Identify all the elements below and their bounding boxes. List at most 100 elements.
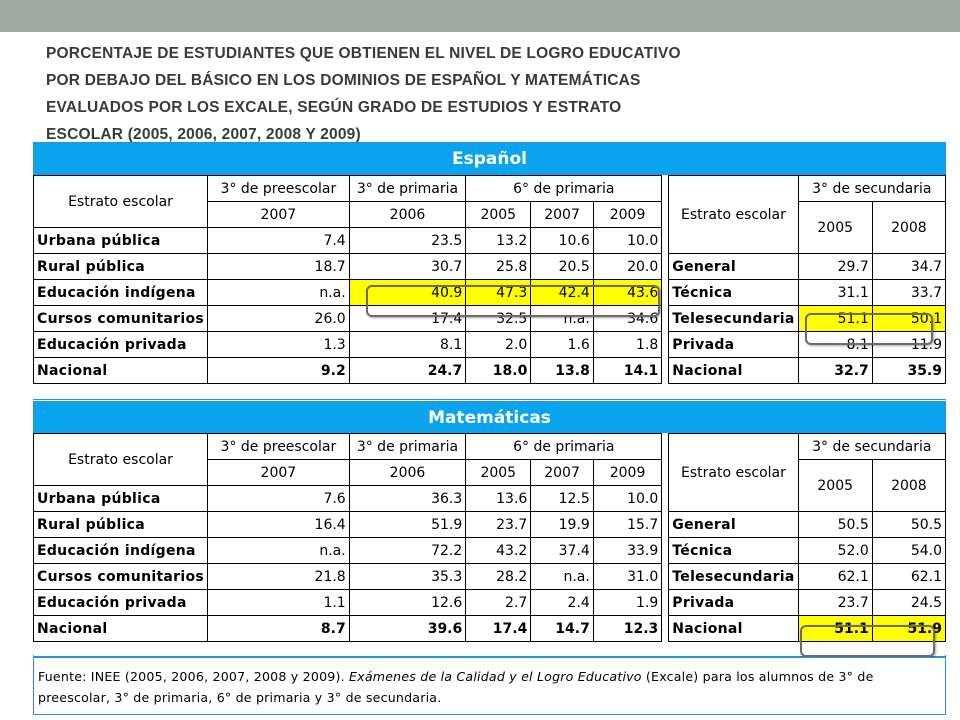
row-label: Cursos comunitarios xyxy=(32,563,209,590)
table-row: Rural pública 18.7 30.7 25.8 20.5 20.0 G… xyxy=(32,253,947,280)
cell-value-highlighted: 47.3 xyxy=(465,279,532,306)
cell-value: 35.3 xyxy=(348,563,467,590)
col-header-primaria6: 6° de primaria xyxy=(465,433,663,460)
cell-value: 2.7 xyxy=(465,589,532,616)
cell-value: 10.0 xyxy=(592,227,663,254)
cell-value: 50.5 xyxy=(871,511,947,538)
cell-value: 8.1 xyxy=(797,331,873,358)
col-header-secundaria: 3° de secundaria xyxy=(797,433,947,460)
cell-value: 24.5 xyxy=(871,589,947,616)
cell-value: n.a. xyxy=(530,563,594,590)
cell-value: 12.6 xyxy=(348,589,467,616)
cell-value: 33.9 xyxy=(592,537,663,564)
table-row: Educación indígena n.a. 72.2 43.2 37.4 3… xyxy=(32,537,947,564)
title-line: ESCOLAR (2005, 2006, 2007, 2008 Y 2009) xyxy=(46,126,361,143)
cell-value: 30.7 xyxy=(348,253,467,280)
row-label-sec: Telesecundaria xyxy=(668,305,799,332)
cell-value: 17.4 xyxy=(465,615,532,642)
cell-value: 11.9 xyxy=(871,331,947,358)
cell-value: 31.0 xyxy=(592,563,663,590)
page-title: PORCENTAJE DE ESTUDIANTES QUE OBTIENEN E… xyxy=(46,40,926,148)
cell-value: 23.7 xyxy=(465,511,532,538)
cell-value: 1.1 xyxy=(207,589,350,616)
cell-value-highlighted: 40.9 xyxy=(348,279,467,306)
table-row: Urbana pública 7.6 36.3 13.6 12.5 10.0 xyxy=(32,485,946,512)
cell-value-highlighted: 51.9 xyxy=(871,615,947,642)
table-row: Nacional 9.2 24.7 18.0 13.8 14.1 Naciona… xyxy=(32,357,947,384)
cell-value: 24.7 xyxy=(348,357,467,384)
table-row: Cursos comunitarios 21.8 35.3 28.2 n.a. … xyxy=(32,563,947,590)
col-header-estrato: Estrato escolar xyxy=(32,433,209,486)
cell-value: 29.7 xyxy=(797,253,873,280)
col-header-preescolar: 3° de preescolar xyxy=(207,175,350,202)
cell-value: 14.7 xyxy=(530,615,594,642)
row-label: Urbana pública xyxy=(32,485,209,512)
cell-value: 51.9 xyxy=(348,511,467,538)
cell-value: 14.1 xyxy=(592,357,663,384)
col-header-estrato-sec: Estrato escolar xyxy=(668,175,799,254)
year-header: 2005 xyxy=(797,459,873,512)
cell-value: 1.6 xyxy=(530,331,594,358)
title-line: POR DEBAJO DEL BÁSICO EN LOS DOMINIOS DE… xyxy=(46,72,641,89)
cell-value: 2.0 xyxy=(465,331,532,358)
col-header-primaria6: 6° de primaria xyxy=(465,175,663,202)
cell-value-highlighted: 50.1 xyxy=(871,305,947,332)
cell-value-highlighted: 42.4 xyxy=(530,279,594,306)
col-header-primaria3: 3° de primaria xyxy=(348,175,467,202)
matematicas-sheet: Estrato escolar 3° de preescolar 3° de p… xyxy=(32,433,947,655)
year-header: 2005 xyxy=(465,459,532,486)
year-header: 2005 xyxy=(797,201,873,254)
espanol-sheet: Estrato escolar 3° de preescolar 3° de p… xyxy=(32,175,947,399)
cell-value: 12.5 xyxy=(530,485,594,512)
spacer xyxy=(662,176,669,384)
col-header-estrato: Estrato escolar xyxy=(32,175,209,228)
cell-value: 23.5 xyxy=(348,227,467,254)
year-header: 2007 xyxy=(530,201,594,228)
row-label-sec: Privada xyxy=(668,589,799,616)
cell-value: 54.0 xyxy=(871,537,947,564)
cell-value: 34.7 xyxy=(871,253,947,280)
source-suffix: (Excale) para los alumnos de 3° de prees… xyxy=(38,669,874,705)
cell-value: 1.8 xyxy=(592,331,663,358)
year-header: 2008 xyxy=(871,459,947,512)
title-line: EVALUADOS POR LOS EXCALE, SEGÚN GRADO DE… xyxy=(46,99,622,116)
cell-value: 37.4 xyxy=(530,537,594,564)
row-label: Educación indígena xyxy=(32,279,209,306)
cell-value: 23.7 xyxy=(797,589,873,616)
cell-value: 35.9 xyxy=(871,357,947,384)
table-row: Educación privada 1.3 8.1 2.0 1.6 1.8 Pr… xyxy=(32,331,947,358)
cell-value: 20.5 xyxy=(530,253,594,280)
espanol-table: Estrato escolar 3° de preescolar 3° de p… xyxy=(32,175,947,384)
cell-value: 43.2 xyxy=(465,537,532,564)
cell-value: 52.0 xyxy=(797,537,873,564)
cell-value: 8.1 xyxy=(348,331,467,358)
matematicas-table: Estrato escolar 3° de preescolar 3° de p… xyxy=(32,433,947,642)
col-header-estrato-sec: Estrato escolar xyxy=(668,433,799,512)
row-label-sec: General xyxy=(668,253,799,280)
year-header: 2005 xyxy=(465,201,532,228)
cell-value: 10.0 xyxy=(592,485,663,512)
espanol-heading: Español xyxy=(34,143,945,175)
cell-value: 2.4 xyxy=(530,589,594,616)
cell-value: 21.8 xyxy=(207,563,350,590)
row-label: Cursos comunitarios xyxy=(32,305,209,332)
table-row: Nacional 8.7 39.6 17.4 14.7 12.3 Naciona… xyxy=(32,615,947,642)
cell-value-highlighted: 51.1 xyxy=(797,305,873,332)
table-row: Educación indígena n.a. 40.9 47.3 42.4 4… xyxy=(32,279,947,306)
cell-value: 72.2 xyxy=(348,537,467,564)
cell-value: 13.8 xyxy=(530,357,594,384)
col-header-primaria3: 3° de primaria xyxy=(348,433,467,460)
year-header: 2006 xyxy=(348,201,467,228)
cell-value: 50.5 xyxy=(797,511,873,538)
cell-value: 13.2 xyxy=(465,227,532,254)
cell-value: 18.0 xyxy=(465,357,532,384)
row-label-sec: Telesecundaria xyxy=(668,563,799,590)
cell-value: n.a. xyxy=(207,279,350,306)
table-row: Educación privada 1.1 12.6 2.7 2.4 1.9 P… xyxy=(32,589,947,616)
table-row: Urbana pública 7.4 23.5 13.2 10.6 10.0 xyxy=(32,227,946,254)
row-label: Rural pública xyxy=(32,511,209,538)
cell-value: 28.2 xyxy=(465,563,532,590)
row-label-sec: Técnica xyxy=(668,279,799,306)
row-label-sec: Nacional xyxy=(668,615,799,642)
cell-value-highlighted: 43.6 xyxy=(592,279,663,306)
